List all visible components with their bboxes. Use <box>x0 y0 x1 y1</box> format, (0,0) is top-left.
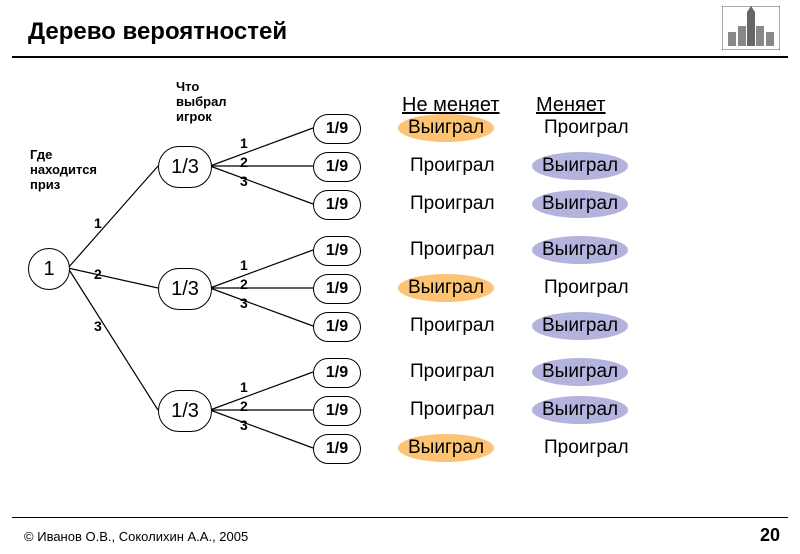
outcome-switch-row9: Проиграл <box>536 434 637 462</box>
page-number: 20 <box>760 525 780 546</box>
outcome-switch-row3: Выиграл <box>532 190 628 218</box>
slide-title: Дерево вероятностей <box>28 18 287 46</box>
label-prize-location: Гденаходитсяприз <box>30 148 110 193</box>
outcome-switch-row1: Проиграл <box>536 114 637 142</box>
tree-leaf-8: 1/9 <box>313 396 361 426</box>
slide: Дерево вероятностей Гденаходитсяприз Что… <box>0 0 800 554</box>
tree-leaf-2: 1/9 <box>313 152 361 182</box>
edge-label-mid3-2: 2 <box>240 398 248 414</box>
outcome-keep-row5: Выиграл <box>398 274 494 302</box>
edge-label-mid2-2: 2 <box>240 276 248 292</box>
tree-leaf-9: 1/9 <box>313 434 361 464</box>
outcome-switch-row8: Выиграл <box>532 396 628 424</box>
outcome-keep-row2: Проиграл <box>402 152 503 180</box>
title-rule <box>12 56 788 58</box>
outcome-keep-row8: Проиграл <box>402 396 503 424</box>
footer-rule <box>12 517 788 518</box>
edge-label-mid1-2: 2 <box>240 154 248 170</box>
tree-root: 1 <box>28 248 70 290</box>
footer-copyright: © Иванов О.В., Соколихин А.А., 2005 <box>24 529 248 544</box>
edge-label-root-3: 3 <box>94 318 102 334</box>
outcome-switch-row5: Проиграл <box>536 274 637 302</box>
edge-label-mid2-3: 3 <box>240 295 248 311</box>
university-logo-icon <box>722 6 780 50</box>
tree-mid-3: 1/3 <box>158 390 212 432</box>
tree-mid-1: 1/3 <box>158 146 212 188</box>
outcome-switch-row4: Выиграл <box>532 236 628 264</box>
tree-leaf-3: 1/9 <box>313 190 361 220</box>
outcome-switch-row6: Выиграл <box>532 312 628 340</box>
label-player-choice-text: Чтовыбралигрок <box>176 79 227 124</box>
outcome-switch-row2: Выиграл <box>532 152 628 180</box>
tree-leaf-4: 1/9 <box>313 236 361 266</box>
outcome-keep-row6: Проиграл <box>402 312 503 340</box>
edge-label-mid2-1: 1 <box>240 257 248 273</box>
outcome-keep-row1: Выиграл <box>398 114 494 142</box>
footer-text: Иванов О.В., Соколихин А.А., 2005 <box>37 529 248 544</box>
outcome-keep-row9: Выиграл <box>398 434 494 462</box>
outcome-keep-row4: Проиграл <box>402 236 503 264</box>
outcome-keep-row3: Проиграл <box>402 190 503 218</box>
edge-label-mid3-1: 1 <box>240 379 248 395</box>
edge-label-root-1: 1 <box>94 215 102 231</box>
tree-mid-2: 1/3 <box>158 268 212 310</box>
edge-label-mid3-3: 3 <box>240 417 248 433</box>
copyright-icon: © <box>24 529 34 544</box>
edge-label-root-2: 2 <box>94 266 102 282</box>
edge-label-mid1-1: 1 <box>240 135 248 151</box>
tree-leaf-7: 1/9 <box>313 358 361 388</box>
label-player-choice: Чтовыбралигрок <box>176 80 246 125</box>
tree-leaf-6: 1/9 <box>313 312 361 342</box>
label-prize-location-text: Гденаходитсяприз <box>30 147 97 192</box>
outcome-switch-row7: Выиграл <box>532 358 628 386</box>
tree-leaf-5: 1/9 <box>313 274 361 304</box>
edge-label-mid1-3: 3 <box>240 173 248 189</box>
outcome-keep-row7: Проиграл <box>402 358 503 386</box>
tree-edges <box>0 0 800 554</box>
tree-leaf-1: 1/9 <box>313 114 361 144</box>
